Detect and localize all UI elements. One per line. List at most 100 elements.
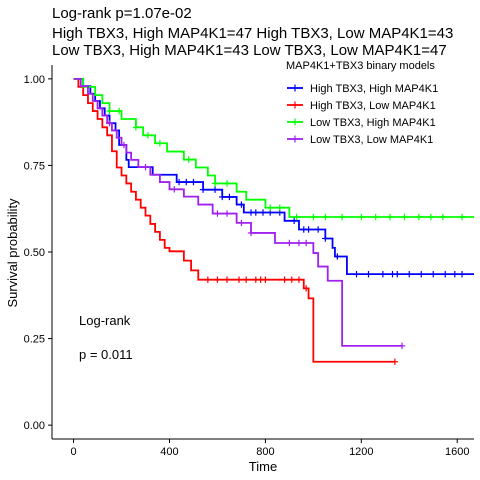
series-3-censor-mark <box>386 213 394 221</box>
y-tick-label: 0.00 <box>24 420 45 432</box>
series-1-censor-mark <box>442 270 449 278</box>
series-1-censor-mark <box>238 201 245 208</box>
legend-entry-1: High TBX3, High MAP4K1 <box>287 83 438 95</box>
legend-entry-4: Low TBX3, Low MAP4K1 <box>287 134 433 146</box>
series-4-censor-mark <box>142 163 149 171</box>
series-1-censor-mark <box>259 209 267 216</box>
series-1-censor-mark <box>322 235 329 242</box>
chart-title-line-2: High TBX3, High MAP4K1=47 High TBX3, Low… <box>52 25 453 42</box>
y-tick-label: 0.25 <box>24 334 45 346</box>
series-3-censor-mark <box>115 107 123 115</box>
series-2-censor-mark <box>391 358 399 365</box>
series-3-censor-mark <box>322 213 329 221</box>
legend-entry-3-label: Low TBX3, High MAP4K1 <box>310 117 436 129</box>
legend-entry-2-label: High TBX3, Low MAP4K1 <box>310 100 436 112</box>
series-1-censor-mark <box>379 270 387 278</box>
series-1-censor-mark <box>226 193 233 201</box>
series-2-censor-mark <box>295 276 303 283</box>
series-3-censor-mark <box>310 213 317 221</box>
series-3-censor-mark <box>266 204 274 211</box>
x-axis-title: Time <box>249 459 277 474</box>
series-3-censor-mark <box>156 140 164 147</box>
series-3-censor-mark <box>276 204 283 211</box>
series-3-censor-mark <box>338 213 346 221</box>
series-1-censor-mark <box>252 209 260 216</box>
series-4-censor-mark <box>302 239 310 247</box>
x-tick-label: 400 <box>160 446 178 458</box>
series-3-censor-mark <box>372 213 379 221</box>
series-3-censor-mark <box>293 213 300 221</box>
series-3-censor-mark <box>358 213 365 221</box>
series-1-censor-mark <box>365 270 372 278</box>
series-4-censor-mark <box>120 141 128 149</box>
y-tick-label: 0.75 <box>24 160 45 172</box>
x-tick-label: 800 <box>256 446 274 458</box>
series-3-censor-mark <box>427 213 435 221</box>
series-2-censor-mark <box>302 285 310 292</box>
series-1-censor-mark <box>211 186 219 193</box>
legend-entry-2: High TBX3, Low MAP4K1 <box>287 100 436 112</box>
chart-title-line-1: Log-rank p=1.07e-02 <box>52 5 192 22</box>
series-2-censor-mark <box>204 276 212 283</box>
series-2-censor-mark <box>281 276 288 283</box>
series-1-censor-mark <box>290 217 298 225</box>
series-1-censor-mark <box>458 270 466 278</box>
series-2-censor-mark <box>243 276 250 283</box>
series-4-censor-mark <box>238 219 245 227</box>
series-3-censor-mark <box>144 132 152 139</box>
series-1-censor-mark <box>394 270 401 278</box>
series-1-censor-mark <box>406 270 413 278</box>
series-3-censor-mark <box>401 213 408 221</box>
series-2-curve <box>73 77 395 363</box>
series-3-curve <box>73 77 474 218</box>
series-1-curve <box>73 77 474 276</box>
x-tick-label: 1200 <box>349 446 373 458</box>
y-axis: 0.00 0.25 0.50 0.75 1.00 <box>24 65 53 439</box>
series-1-censor-mark <box>175 178 183 186</box>
series-4-censor-mark <box>214 210 221 217</box>
series-3-censor-mark <box>415 213 423 221</box>
series-3-censor-mark <box>439 213 447 221</box>
series-3-censor-mark <box>132 124 140 131</box>
chart-title-line-3: Low TBX3, High MAP4K1=43 Low TBX3, Low M… <box>52 42 447 59</box>
series-1-censor-mark <box>451 270 459 278</box>
y-axis-title: Survival probability <box>5 198 20 308</box>
series-2-censor-mark <box>214 276 221 283</box>
series-4-censor-mark <box>106 119 113 127</box>
series-4-censor-mark <box>398 342 406 350</box>
legend-entry-4-label: Low TBX3, Low MAP4K1 <box>310 134 433 146</box>
plot-area <box>73 77 474 365</box>
series-4-censor-mark <box>286 239 293 247</box>
series-1-censor-mark <box>314 226 322 233</box>
logrank-annotation: Log-rank <box>79 313 131 328</box>
legend-entry-1-label: High TBX3, High MAP4K1 <box>310 83 438 95</box>
series-1-censor-mark <box>430 270 437 278</box>
x-tick-label: 1600 <box>445 446 469 458</box>
legend-entry-3: Low TBX3, High MAP4K1 <box>287 117 436 129</box>
series-1-censor-mark <box>334 253 341 260</box>
y-tick-label: 1.00 <box>24 74 45 86</box>
series-1-censor-mark <box>418 270 425 278</box>
series-4-censor-mark <box>223 210 231 217</box>
series-1-censor-mark <box>305 226 312 233</box>
series-3-censor-mark <box>185 156 192 163</box>
x-tick-label: 0 <box>71 446 77 458</box>
series-3-censor-mark <box>211 180 219 187</box>
series-3-censor-mark <box>106 107 113 115</box>
legend: MAP4K1+TBX3 binary models High TBX3, Hig… <box>286 60 438 146</box>
series-4-curve <box>73 77 403 347</box>
series-1-censor-mark <box>183 178 190 186</box>
series-1-censor-mark <box>219 193 226 201</box>
series-3-censor-mark <box>223 180 231 187</box>
series-2-censor-mark <box>235 276 243 283</box>
series-4-censor-mark <box>171 186 178 193</box>
series-2-censor-mark <box>288 276 295 283</box>
legend-title: MAP4K1+TBX3 binary models <box>286 60 435 72</box>
series-4-censor-mark <box>295 239 303 247</box>
series-4-censor-mark <box>247 229 255 237</box>
series-1-censor-mark <box>353 270 360 278</box>
series-2-censor-mark <box>262 276 269 283</box>
series-2-censor-mark <box>223 276 231 283</box>
